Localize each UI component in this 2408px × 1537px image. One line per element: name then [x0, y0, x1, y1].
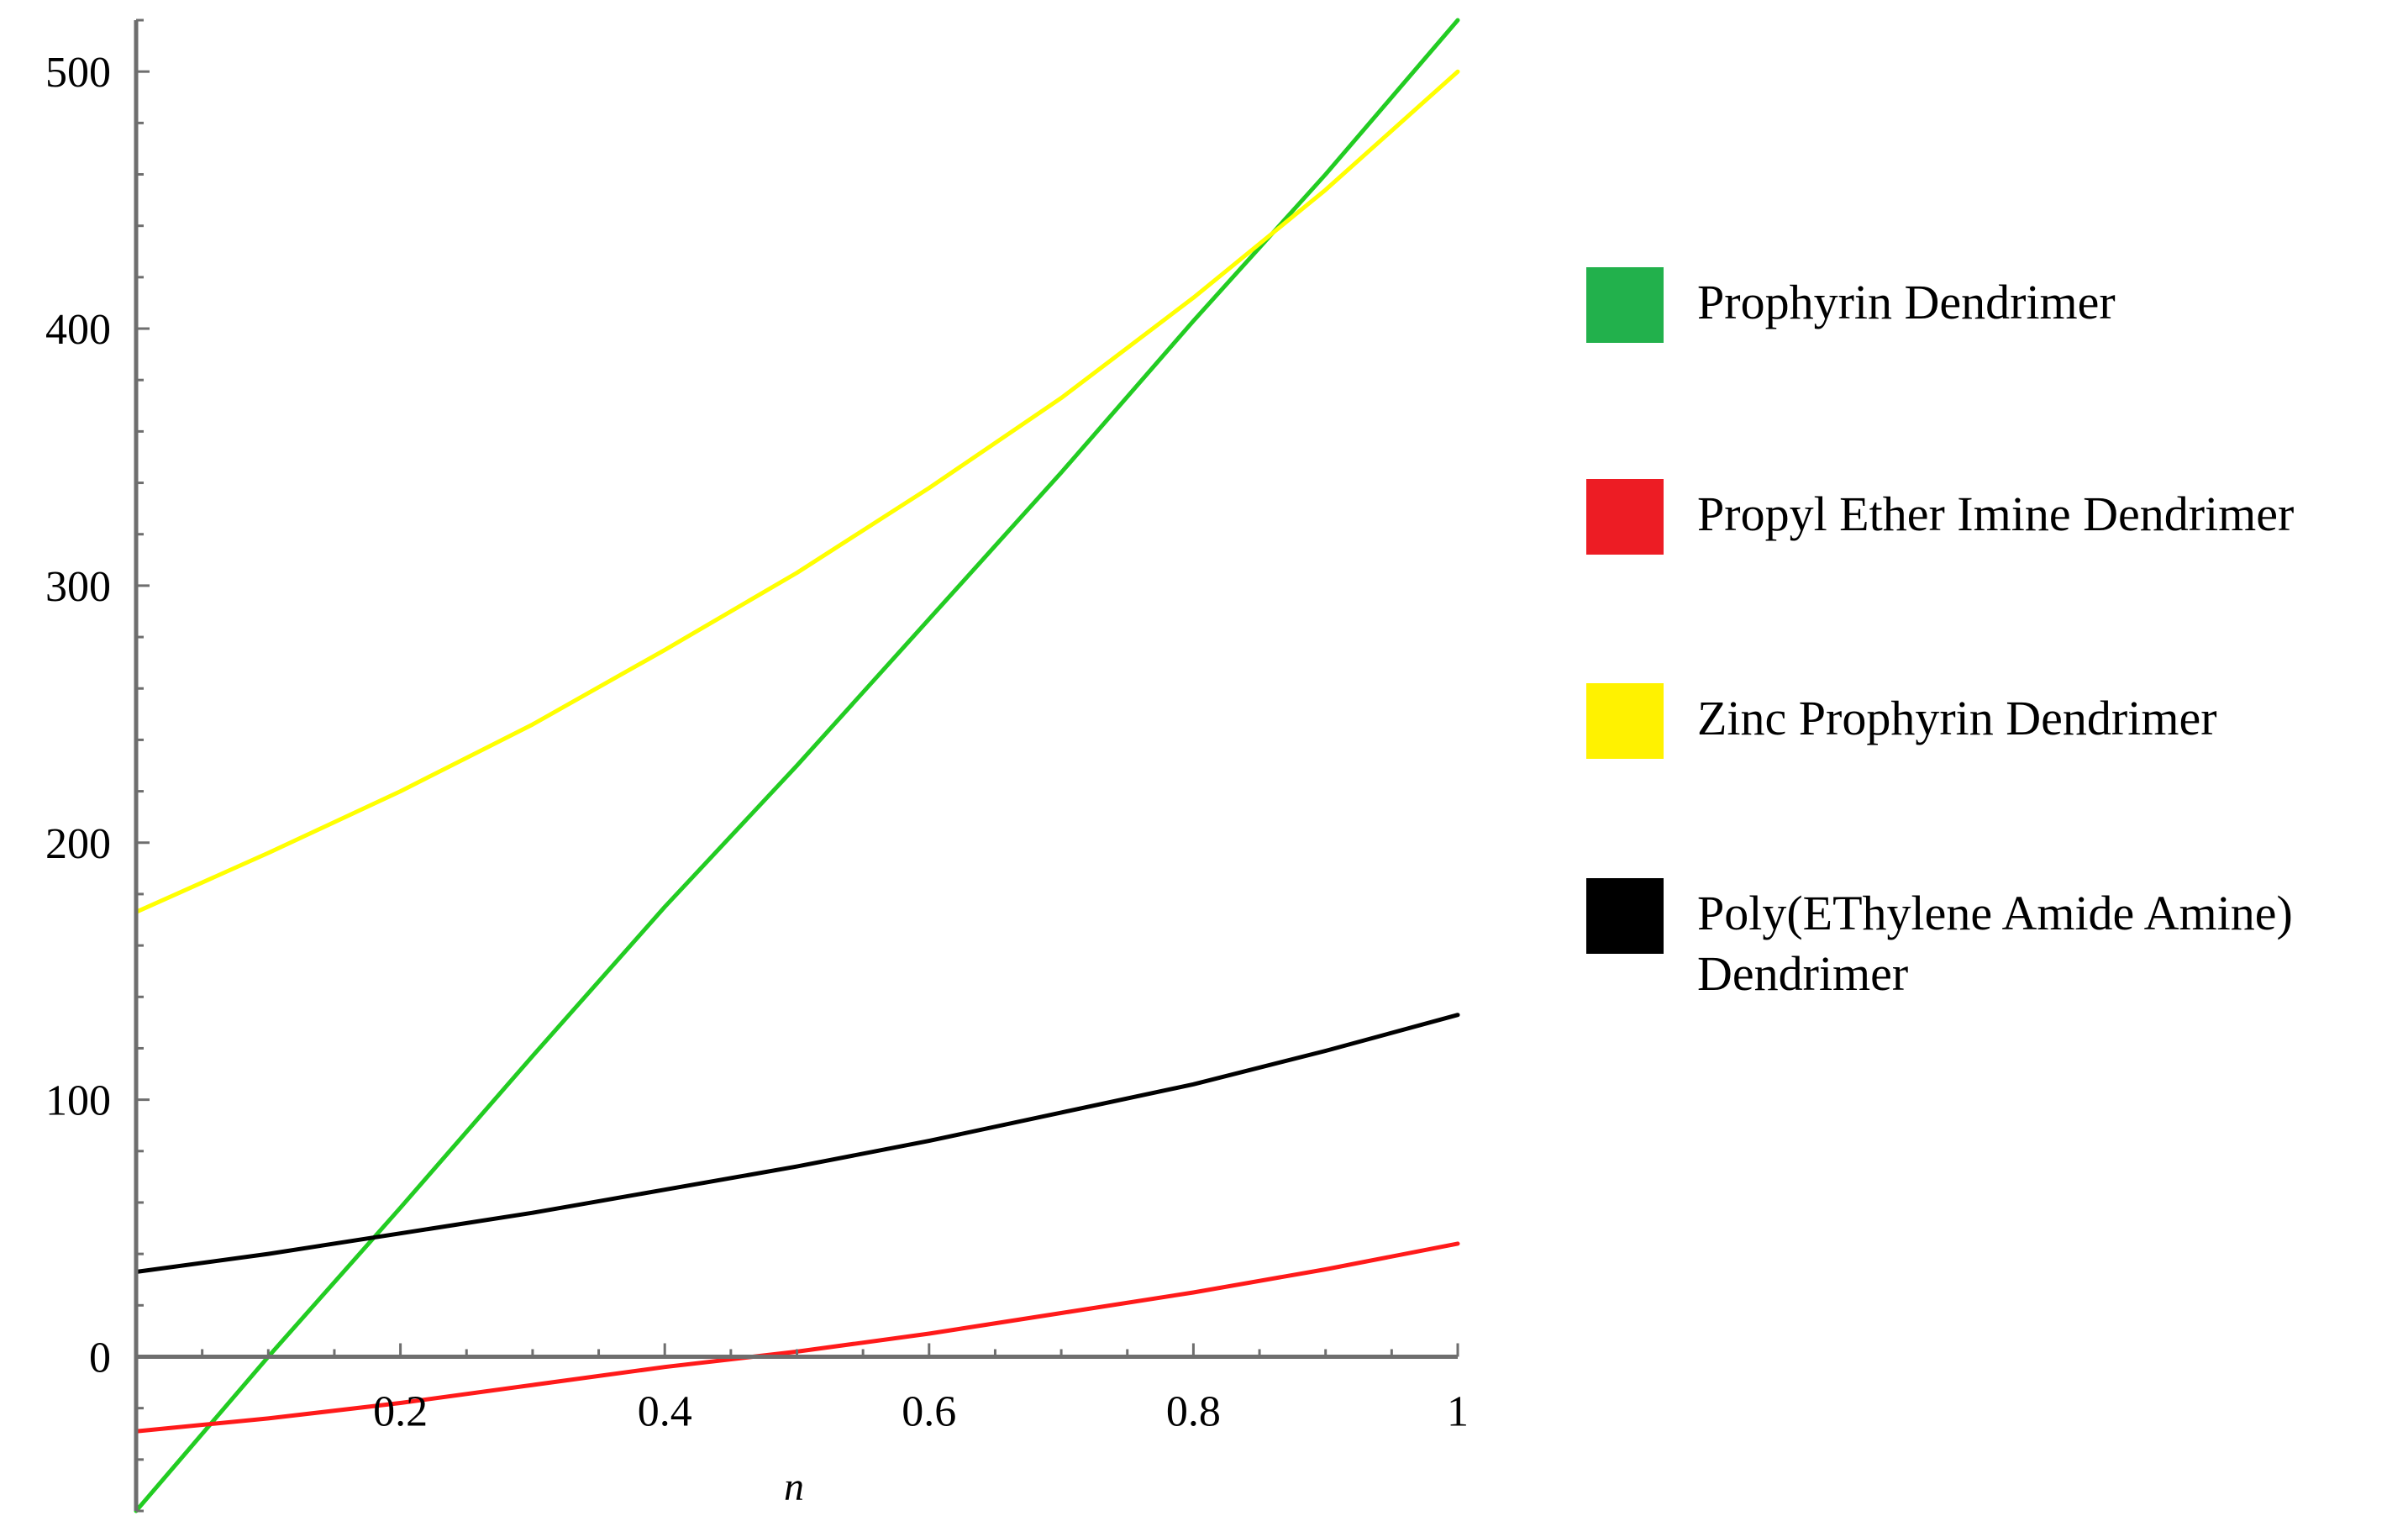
x-axis-label: n — [784, 1465, 804, 1509]
tick-labels: 0 100 200 300 400 500 0.2 0.4 0.6 0.8 1 — [45, 49, 1469, 1435]
y-tick-label: 200 — [45, 820, 111, 868]
legend-swatch-propyl-ether-imine — [1586, 479, 1664, 555]
legend-swatch-prophyrin — [1586, 267, 1664, 343]
y-tick-label: 500 — [45, 49, 111, 97]
y-tick-label: 0 — [89, 1334, 111, 1382]
legend-label-poly-ethylene-amide-amine: Poly(EThylene Amide Amine) Dendrimer — [1697, 886, 2293, 1001]
series-line-1 — [134, 18, 1460, 1513]
series-line-4 — [134, 1013, 1460, 1274]
x-tick-label: 1 — [1447, 1387, 1469, 1435]
y-tick-label: 400 — [45, 306, 111, 354]
x-tick-label: 0.2 — [373, 1387, 428, 1435]
x-tick-label: 0.8 — [1166, 1387, 1221, 1435]
series-lines — [134, 18, 1460, 1513]
x-tick-label: 0.4 — [638, 1387, 692, 1435]
legend-swatch-poly-ethylene-amide-amine — [1586, 878, 1664, 954]
legend-label-propyl-ether-imine: Propyl Ether Imine Dendrimer — [1697, 487, 2295, 541]
legend-label-prophyrin: Prophyrin Dendrimer — [1697, 275, 2116, 329]
x-tick-label: 0.6 — [902, 1387, 956, 1435]
axes — [134, 18, 1459, 1513]
legend-label-zinc-prophyrin: Zinc Prophyrin Dendrimer — [1697, 691, 2217, 745]
series-line-2 — [134, 1241, 1460, 1434]
y-tick-label: 100 — [45, 1077, 111, 1125]
legend-swatch-zinc-prophyrin — [1586, 683, 1664, 759]
y-tick-label: 300 — [45, 563, 111, 611]
series-line-3 — [134, 69, 1460, 914]
